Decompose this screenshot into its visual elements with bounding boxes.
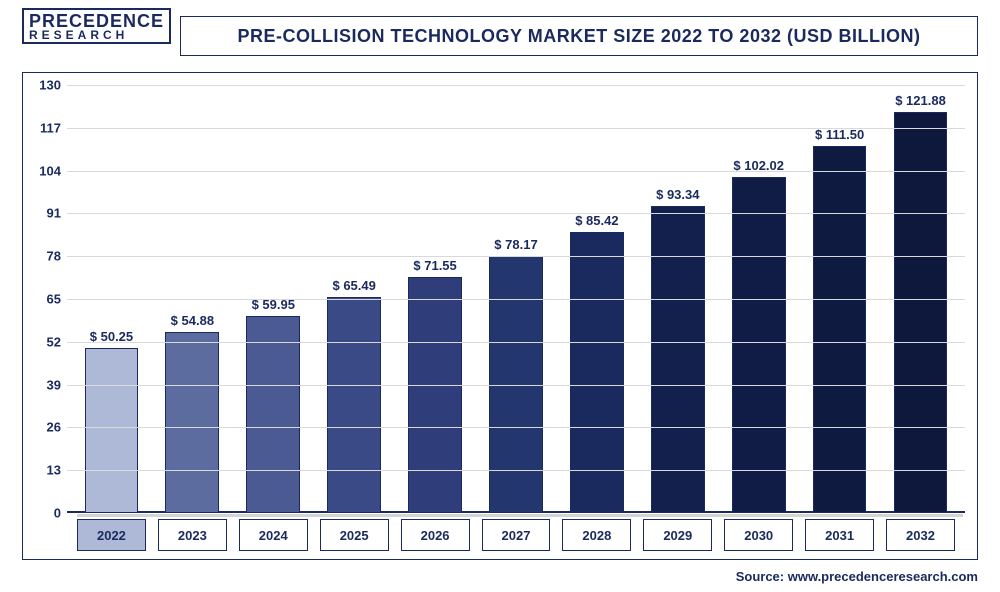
gridline [67,171,965,172]
bar-value-label: $ 54.88 [171,313,214,328]
y-tick-label: 26 [27,420,61,435]
gridline [67,128,965,129]
logo-text-line2: RESEARCH [29,30,164,41]
bar [327,297,381,513]
x-axis-label: 2024 [239,519,308,551]
gridline [67,427,965,428]
gridline [67,213,965,214]
title-bar: PRE-COLLISION TECHNOLOGY MARKET SIZE 202… [180,16,978,56]
y-tick-label: 91 [27,206,61,221]
bar [813,146,867,513]
y-tick-label: 0 [27,506,61,521]
y-tick-label: 104 [27,163,61,178]
gridline [67,299,965,300]
x-axis-label: 2025 [320,519,389,551]
gridline [67,256,965,257]
axis-shadow [77,514,963,517]
y-tick-label: 52 [27,334,61,349]
x-axis-label: 2026 [401,519,470,551]
gridline [67,385,965,386]
bar-value-label: $ 111.50 [815,127,864,142]
x-axis-label: 2030 [724,519,793,551]
x-axis-row: 2022 2023 2024 2025 2026 2027 2028 2029 2030 2031… [67,519,965,551]
y-tick-label: 117 [27,120,61,135]
bar [85,348,139,513]
gridline [67,85,965,86]
bar-value-label: $ 65.49 [332,278,375,293]
y-tick-label: 65 [27,292,61,307]
bar-value-label: $ 121.88 [895,93,946,108]
x-axis-label: 2031 [805,519,874,551]
bar-value-label: $ 93.34 [656,187,699,202]
y-tick-label: 13 [27,463,61,478]
bar [246,316,300,513]
plot-frame: $ 50.25$ 54.88$ 59.95$ 65.49$ 71.55$ 78.… [22,72,978,560]
bar [651,206,705,513]
x-axis-label: 2032 [886,519,955,551]
source-text: Source: www.precedenceresearch.com [736,569,978,584]
brand-logo: PRECEDENCE RESEARCH [22,8,171,44]
x-axis-label: 2028 [562,519,631,551]
y-tick-label: 130 [27,78,61,93]
chart-title: PRE-COLLISION TECHNOLOGY MARKET SIZE 202… [238,26,921,47]
bar [408,277,462,513]
bar-value-label: $ 78.17 [494,237,537,252]
bar [732,177,786,513]
bar-value-label: $ 71.55 [413,258,456,273]
gridline [67,342,965,343]
y-tick-label: 78 [27,249,61,264]
y-tick-label: 39 [27,377,61,392]
plot-area: $ 50.25$ 54.88$ 59.95$ 65.49$ 71.55$ 78.… [67,85,965,513]
chart-container: PRECEDENCE RESEARCH PRE-COLLISION TECHNO… [0,0,1000,592]
bar-value-label: $ 85.42 [575,213,618,228]
x-axis-label: 2027 [482,519,551,551]
gridline [67,470,965,471]
x-axis-label: 2029 [643,519,712,551]
x-axis-label: 2022 [77,519,146,551]
x-axis-label: 2023 [158,519,227,551]
bar [894,112,948,513]
bar [165,332,219,513]
